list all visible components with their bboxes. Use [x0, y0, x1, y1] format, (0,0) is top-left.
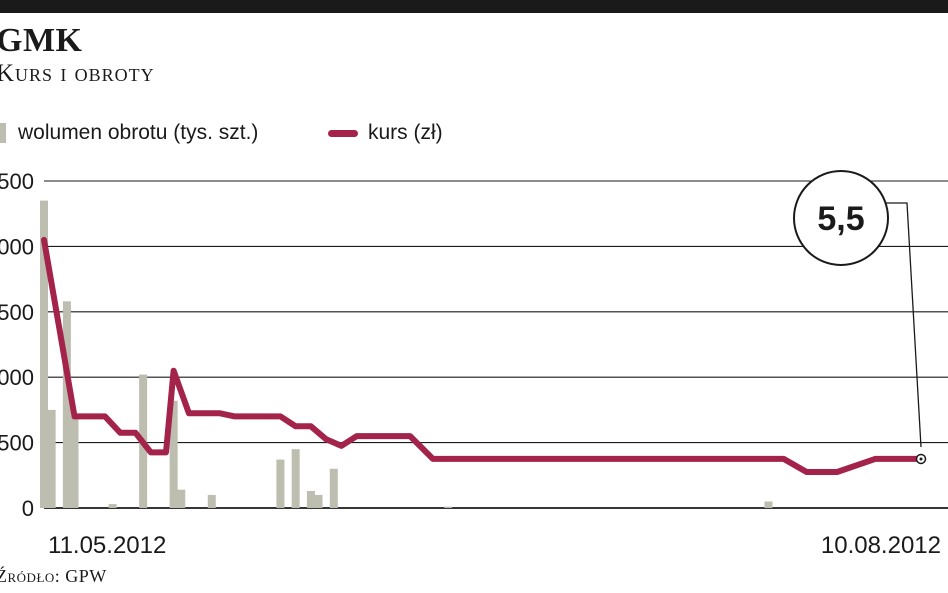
volume-bar	[764, 501, 773, 508]
callout-leader	[880, 202, 922, 448]
legend-price-label: kurs (zł)	[368, 121, 443, 144]
volume-bar	[47, 409, 56, 508]
volume-bar	[314, 494, 323, 508]
price-last-point-dot	[919, 457, 923, 461]
volume-bar	[444, 506, 453, 508]
volume-bar	[70, 416, 79, 508]
legend-price: kurs (zł)	[328, 121, 443, 145]
volume-bar	[169, 400, 178, 508]
y-tick-label: 500	[0, 431, 34, 456]
volume-bar	[291, 449, 300, 508]
chart-subtitle: Kurs i obroty	[0, 60, 155, 87]
y-tick-label: 1500	[0, 300, 34, 325]
legend-price-swatch	[328, 129, 358, 137]
x-end-label: 10.08.2012	[821, 532, 941, 559]
volume-bar	[177, 489, 186, 508]
legend-volume-swatch	[0, 123, 6, 143]
y-tick-label: 2500	[0, 169, 34, 194]
volume-bar	[108, 504, 117, 508]
volume-bar	[276, 459, 285, 508]
price-line	[41, 236, 924, 475]
volume-bar	[329, 468, 338, 508]
y-tick-label: 2000	[0, 234, 34, 259]
top-bar	[0, 0, 948, 13]
legend-volume-label: wolumen obrotu (tys. szt.)	[18, 121, 259, 144]
chart-title: GMK	[0, 22, 83, 59]
volume-bar	[40, 200, 48, 508]
y-tick-label: 0	[22, 496, 34, 521]
volume-bar	[207, 494, 216, 508]
x-start-label: 11.05.2012	[48, 532, 166, 559]
volume-bar	[306, 490, 315, 508]
callout-value: 5,5	[817, 200, 864, 238]
volume-bar	[62, 301, 71, 508]
callout: 5,5	[793, 170, 922, 448]
source-note: Źródło: GPW	[0, 566, 107, 586]
callout-circle	[793, 170, 889, 266]
y-tick-label: 1000	[0, 365, 34, 390]
legend-volume: wolumen obrotu (tys. szt.)	[0, 121, 258, 145]
